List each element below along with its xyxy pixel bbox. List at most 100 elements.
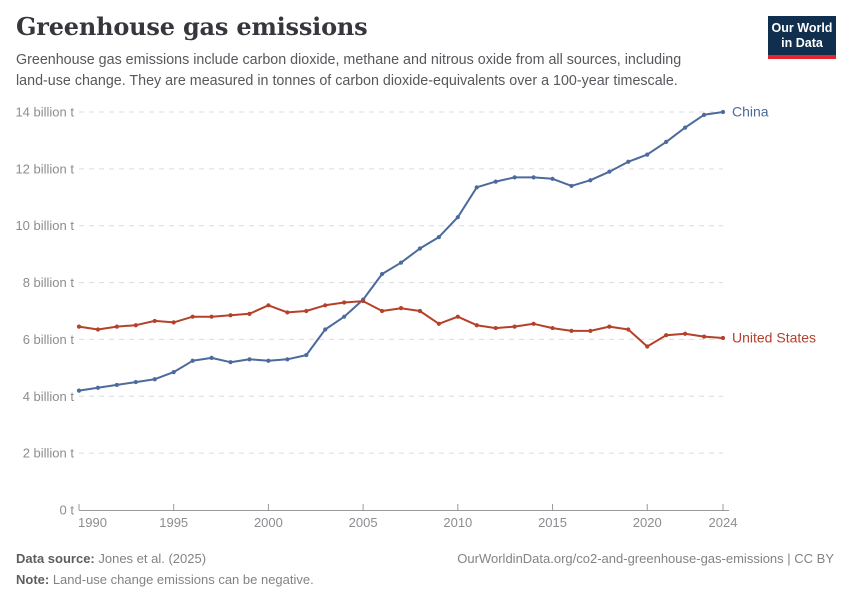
data-point-china[interactable] [626, 159, 631, 164]
data-point-china[interactable] [266, 358, 271, 363]
data-point-china[interactable] [645, 152, 650, 157]
data-point-china[interactable] [512, 175, 517, 180]
data-point-china[interactable] [379, 271, 385, 277]
x-axis-label: 2020 [633, 515, 662, 530]
series-line-china[interactable] [78, 111, 724, 392]
data-point-china[interactable] [228, 360, 233, 365]
data-point-china[interactable] [342, 314, 347, 319]
data-point-china[interactable] [95, 385, 101, 390]
data-point-china[interactable] [209, 355, 214, 361]
data-point-china[interactable] [683, 125, 688, 130]
data-point-china[interactable] [152, 377, 157, 382]
data-point-china[interactable] [190, 358, 195, 363]
x-axis-label: 1995 [159, 515, 188, 530]
y-axis-label: 2 billion t [23, 446, 75, 461]
data-point-united-states[interactable] [531, 321, 536, 326]
data-point-china[interactable] [664, 139, 669, 144]
data-point-china[interactable] [550, 176, 555, 181]
data-point-china[interactable] [114, 382, 119, 388]
data-point-united-states[interactable] [664, 333, 669, 338]
x-axis-label: 2000 [254, 515, 283, 530]
data-point-china[interactable] [285, 357, 290, 362]
series-label-united-states[interactable]: United States [732, 330, 816, 346]
owid-logo[interactable]: Our World in Data [768, 16, 836, 59]
data-point-china[interactable] [323, 327, 328, 332]
x-axis-label: 2005 [349, 515, 378, 530]
data-point-united-states[interactable] [626, 327, 631, 332]
note-line: Note: Land-use change emissions can be n… [16, 572, 314, 587]
note-label: Note: [16, 572, 50, 587]
chart-footer: Data source: Jones et al. (2025) OurWorl… [0, 544, 850, 600]
data-point-china[interactable] [701, 112, 707, 117]
note-value: Land-use change emissions can be negativ… [49, 572, 314, 587]
data-point-china[interactable] [398, 260, 404, 265]
data-point-united-states[interactable] [304, 308, 309, 314]
data-point-united-states[interactable] [76, 324, 82, 329]
data-point-united-states[interactable] [342, 300, 347, 305]
data-point-united-states[interactable] [455, 314, 460, 319]
data-point-united-states[interactable] [645, 344, 650, 349]
series-label-china[interactable]: China [732, 104, 769, 120]
data-point-united-states[interactable] [95, 327, 101, 332]
data-point-united-states[interactable] [323, 303, 328, 308]
data-point-united-states[interactable] [474, 323, 479, 328]
data-point-china[interactable] [417, 246, 423, 251]
data-point-china[interactable] [76, 388, 82, 393]
data-point-united-states[interactable] [512, 324, 517, 329]
y-axis-label: 14 billion t [15, 105, 74, 120]
y-axis-label: 0 t [60, 503, 75, 518]
data-point-united-states[interactable] [266, 303, 271, 308]
data-point-united-states[interactable] [133, 323, 138, 328]
data-point-united-states[interactable] [588, 328, 593, 333]
data-point-china[interactable] [436, 234, 441, 240]
data-point-united-states[interactable] [361, 298, 366, 304]
chart-title: Greenhouse gas emissions [16, 12, 368, 41]
data-point-united-states[interactable] [701, 334, 707, 339]
data-point-united-states[interactable] [190, 314, 195, 319]
data-point-united-states[interactable] [152, 318, 157, 324]
y-axis-label: 4 billion t [23, 389, 75, 404]
data-point-china[interactable] [171, 370, 176, 375]
data-point-united-states[interactable] [114, 324, 119, 329]
data-point-china[interactable] [304, 352, 309, 358]
owid-logo-line2: in Data [781, 35, 823, 50]
x-axis-label: 2015 [538, 515, 567, 530]
y-axis-label: 6 billion t [23, 332, 75, 347]
y-axis-label: 12 billion t [15, 161, 74, 176]
data-point-united-states[interactable] [247, 311, 252, 316]
data-point-united-states[interactable] [493, 325, 498, 331]
data-point-united-states[interactable] [720, 335, 726, 341]
data-source-value: Jones et al. (2025) [94, 551, 207, 566]
data-point-china[interactable] [474, 185, 479, 190]
data-point-united-states[interactable] [436, 321, 441, 326]
x-axis-label: 2010 [443, 515, 472, 530]
data-point-china[interactable] [607, 169, 612, 174]
data-point-china[interactable] [247, 357, 252, 362]
data-point-china[interactable] [493, 179, 498, 184]
data-point-united-states[interactable] [228, 313, 233, 318]
data-point-china[interactable] [133, 379, 138, 385]
data-point-united-states[interactable] [417, 308, 423, 314]
data-point-united-states[interactable] [569, 328, 574, 333]
x-axis-label: 1990 [78, 515, 107, 530]
data-point-united-states[interactable] [550, 325, 555, 331]
data-point-united-states[interactable] [285, 310, 290, 315]
data-point-united-states[interactable] [379, 308, 385, 314]
data-point-united-states[interactable] [209, 314, 214, 319]
data-point-china[interactable] [531, 175, 536, 180]
owid-url-link[interactable]: OurWorldinData.org/co2-and-greenhouse-ga… [457, 551, 834, 566]
data-source-line: Data source: Jones et al. (2025) [16, 551, 206, 566]
data-point-china[interactable] [720, 109, 726, 115]
chart-canvas[interactable]: 0 t 2 billion t 4 billion t 6 billion t 8 bi… [0, 0, 850, 545]
data-point-china[interactable] [569, 183, 574, 189]
y-axis-label: 10 billion t [15, 218, 74, 233]
x-axis-label: 2024 [709, 515, 738, 530]
data-point-china[interactable] [588, 178, 593, 183]
data-point-united-states[interactable] [683, 331, 688, 336]
data-point-united-states[interactable] [171, 320, 176, 325]
data-point-china[interactable] [455, 215, 460, 220]
data-point-united-states[interactable] [607, 324, 612, 329]
data-point-united-states[interactable] [398, 306, 404, 311]
data-source-label: Data source: [16, 551, 95, 566]
